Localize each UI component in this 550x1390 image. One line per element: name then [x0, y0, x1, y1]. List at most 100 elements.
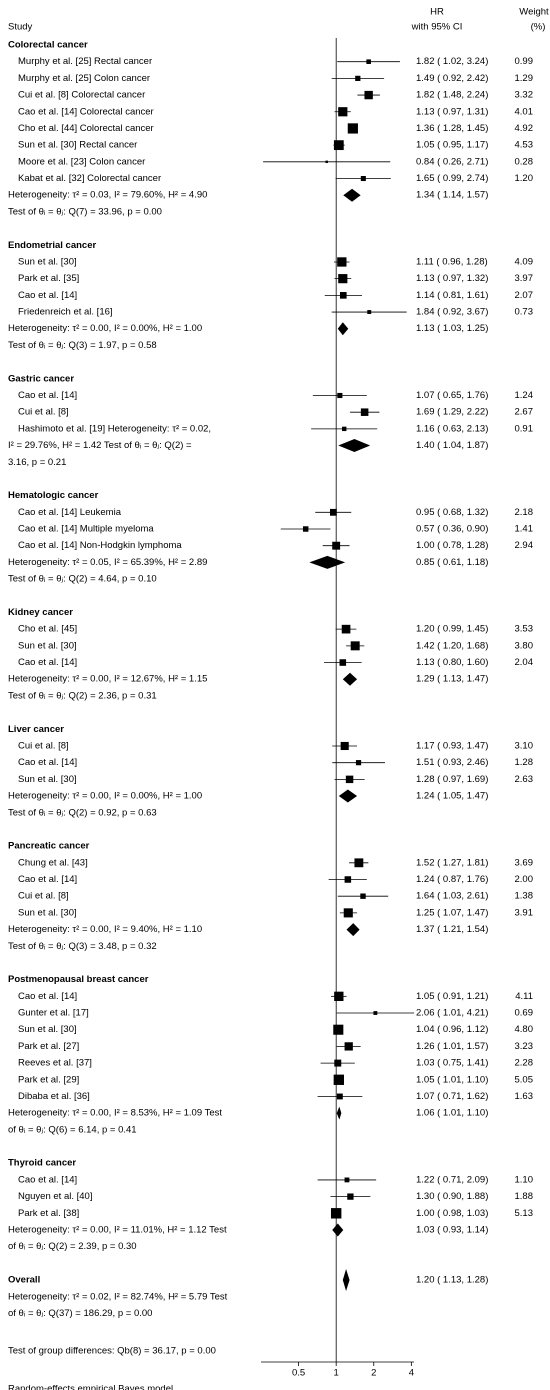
weight-label: 2.28: [515, 1058, 534, 1069]
group-label: Gastric cancer: [8, 373, 74, 384]
study-label: Sun et al. [30]: [18, 640, 77, 651]
pooled-diamond: [336, 1106, 342, 1120]
estimate-label: 1.24 ( 0.87, 1.76): [416, 874, 488, 885]
weight-label: 4.53: [515, 140, 534, 151]
group-note: Heterogeneity: τ² = 0.00, I² = 8.53%, H²…: [8, 1108, 222, 1119]
study-label: Sun et al. [30]: [18, 907, 77, 918]
estimate-header: HR: [430, 7, 444, 18]
study-label: Cao et al. [14]: [18, 991, 77, 1002]
weight-label: 4.80: [515, 1024, 534, 1035]
estimate-label: 1.00 ( 0.98, 1.03): [416, 1208, 488, 1219]
weight-label: 1.24: [515, 390, 534, 401]
study-label: Cao et al. [14]: [18, 874, 77, 885]
study-square: [367, 310, 372, 315]
study-label: Sun et al. [30]: [18, 256, 77, 267]
study-label: Moore et al. [23] Colon cancer: [18, 156, 145, 167]
estimate-label: 1.05 ( 1.01, 1.10): [416, 1074, 488, 1085]
study-square: [337, 392, 343, 399]
study-label: Cao et al. [14] Multiple myeloma: [18, 524, 154, 535]
estimate-label: 1.16 ( 0.63, 2.13): [416, 423, 488, 434]
weight-label: 3.10: [515, 740, 534, 751]
study-label: Cao et al. [14]: [18, 1174, 77, 1185]
weight-label: 3.23: [515, 1041, 534, 1052]
pooled-estimate-label: 1.34 ( 1.14, 1.57): [416, 190, 488, 201]
weight-label: 2.63: [515, 774, 534, 785]
study-square: [340, 741, 349, 751]
estimate-label: 1.49 ( 0.92, 2.42): [416, 73, 488, 84]
study-square: [325, 160, 328, 164]
estimate-label: 1.69 ( 1.29, 2.22): [416, 407, 488, 418]
weight-label: 4.01: [515, 106, 534, 117]
study-label: Park et al. [35]: [18, 273, 79, 284]
weight-label: 4.09: [515, 256, 534, 267]
pooled-diamond: [343, 188, 361, 202]
study-square: [360, 893, 366, 899]
estimate-label: 1.51 ( 0.93, 2.46): [416, 757, 488, 768]
weight-label: 0.91: [515, 423, 534, 434]
pooled-estimate-label: 1.13 ( 1.03, 1.25): [416, 323, 488, 334]
group-note: Heterogeneity: τ² = 0.00, I² = 12.67%, H…: [8, 674, 207, 685]
pooled-estimate-label: 1.40 ( 1.04, 1.87): [416, 440, 488, 451]
estimate-label: 1.05 ( 0.91, 1.21): [416, 991, 488, 1002]
overall-note: Heterogeneity: τ² = 0.02, I² = 82.74%, H…: [8, 1291, 228, 1302]
group-note: Heterogeneity: τ² = 0.00, I² = 11.01%, H…: [8, 1225, 227, 1236]
overall-label: Overall: [8, 1275, 40, 1286]
group-note: Test of θᵢ = θⱼ: Q(3) = 3.48, p = 0.32: [8, 941, 157, 952]
group-label: Pancreatic cancer: [8, 841, 90, 852]
estimate-label: 1.13 ( 0.97, 1.32): [416, 273, 488, 284]
pooled-estimate-label: 1.06 ( 1.01, 1.10): [416, 1108, 488, 1119]
study-label: Cao et al. [14]: [18, 757, 77, 768]
estimate-label: 1.30 ( 0.90, 1.88): [416, 1191, 488, 1202]
weight-label: 2.00: [515, 874, 534, 885]
study-label: Murphy et al. [25] Rectal cancer: [18, 56, 152, 67]
study-square: [333, 1074, 344, 1085]
weight-label: 2.04: [515, 657, 534, 668]
study-label: Cui et al. [8]: [18, 891, 69, 902]
overall-diamond: [342, 1269, 350, 1292]
pooled-estimate-label: 1.37 ( 1.21, 1.54): [416, 924, 488, 935]
estimate-label: 1.82 ( 1.48, 2.24): [416, 90, 488, 101]
study-square: [354, 858, 364, 868]
study-square: [343, 908, 353, 918]
study-label: Sun et al. [30]: [18, 774, 77, 785]
estimate-label: 1.22 ( 0.71, 2.09): [416, 1174, 488, 1185]
weight-label: 1.41: [515, 524, 534, 535]
weight-label: 2.18: [515, 507, 534, 518]
pooled-estimate-label: 0.85 ( 0.61, 1.18): [416, 557, 488, 568]
study-square: [364, 90, 373, 100]
study-header: Study: [8, 22, 33, 33]
study-square: [347, 1193, 354, 1200]
weight-label: 5.13: [515, 1208, 534, 1219]
estimate-header: with 95% CI: [411, 22, 463, 33]
estimate-label: 1.42 ( 1.20, 1.68): [416, 640, 488, 651]
x-tick-label: 1: [334, 1368, 339, 1379]
pooled-diamond: [342, 672, 358, 686]
pooled-estimate-label: 1.24 ( 1.05, 1.47): [416, 791, 488, 802]
study-square: [336, 1093, 343, 1100]
study-square: [333, 1024, 344, 1035]
estimate-label: 2.06 ( 1.01, 4.21): [416, 1008, 488, 1019]
estimate-label: 1.36 ( 1.28, 1.45): [416, 123, 488, 134]
pooled-estimate-label: 1.20 ( 1.13, 1.28): [416, 1275, 488, 1286]
weight-label: 1.38: [515, 891, 534, 902]
study-square: [344, 876, 352, 883]
estimate-label: 1.13 ( 0.80, 1.60): [416, 657, 488, 668]
pooled-diamond: [337, 322, 349, 336]
study-label: Dibaba et al. [36]: [18, 1091, 90, 1102]
study-square: [329, 508, 337, 516]
weight-label: 4.11: [515, 991, 533, 1002]
group-note: Heterogeneity: τ² = 0.05, I² = 65.39%, H…: [8, 557, 207, 568]
study-label: Cao et al. [14] Colorectal cancer: [18, 106, 154, 117]
weight-label: 1.88: [515, 1191, 534, 1202]
group-label: Hematologic cancer: [8, 490, 99, 501]
study-label: Cao et al. [14] Leukemia: [18, 507, 122, 518]
study-label: Reeves et al. [37]: [18, 1058, 92, 1069]
study-label: Cao et al. [14]: [18, 290, 77, 301]
group-note: Test of θᵢ = θⱼ: Q(2) = 2.36, p = 0.31: [8, 690, 157, 701]
group-label: Postmenopausal breast cancer: [8, 974, 149, 985]
group-note: I² = 29.76%, H² = 1.42 Test of θᵢ = θⱼ: …: [8, 440, 192, 451]
estimate-label: 1.07 ( 0.65, 1.76): [416, 390, 488, 401]
group-label: Colorectal cancer: [8, 40, 88, 51]
estimate-label: 1.04 ( 0.96, 1.12): [416, 1024, 488, 1035]
group-note: Heterogeneity: τ² = 0.00, I² = 0.00%, H²…: [8, 323, 202, 334]
